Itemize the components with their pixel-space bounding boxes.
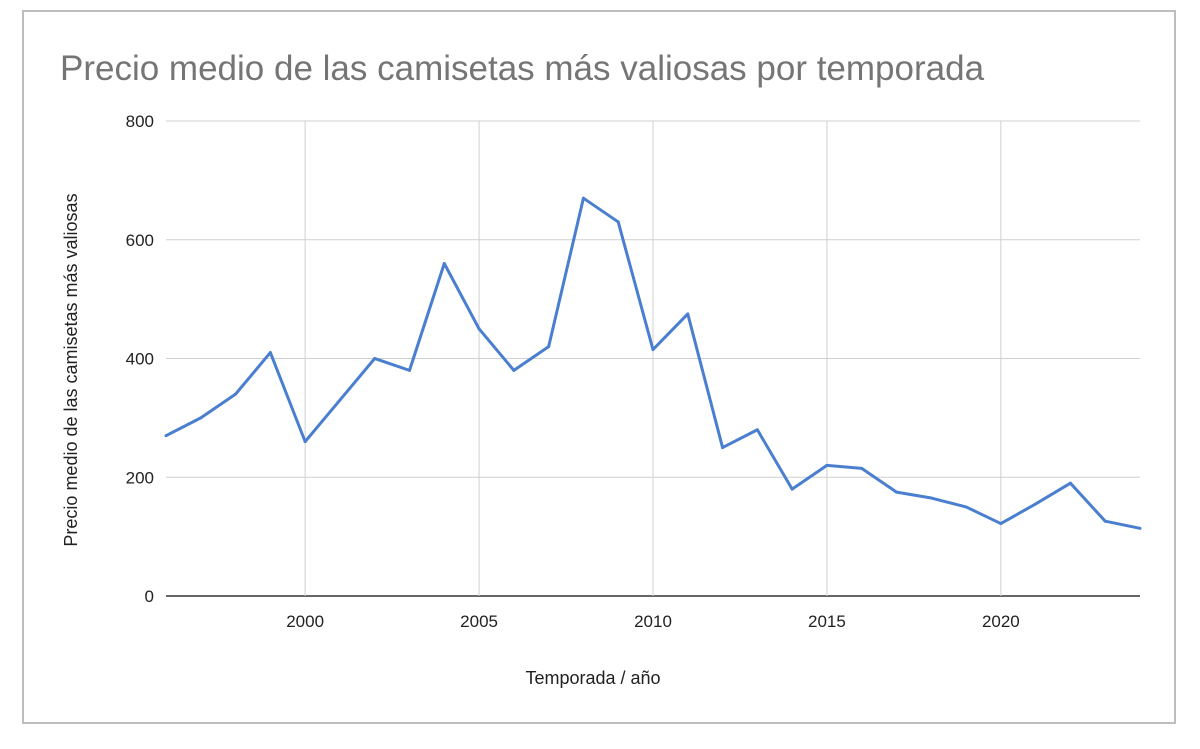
x-tick-label: 2005 [460,612,498,631]
data-point [547,345,551,349]
data-point [686,312,690,316]
data-point [408,368,411,372]
data-point [651,348,655,352]
x-axis-label: Temporada / año [525,668,660,688]
x-tick-label: 2020 [982,612,1020,631]
y-tick-label: 600 [126,231,154,250]
data-point [860,466,864,470]
chart-frame [22,10,1176,724]
data-point [1034,502,1038,506]
data-point [373,357,377,360]
data-point [790,487,794,491]
data-point [268,351,272,355]
x-tick-label: 2015 [808,612,846,631]
data-point [1103,519,1107,523]
tick-labels: 0 200 400 600 800 2000 2005 2010 2015 2020 [126,112,1020,631]
data-point [442,262,446,265]
data-point [512,368,516,372]
data-point [755,428,759,432]
data-point [721,446,725,450]
series [164,196,1142,530]
y-tick-label: 0 [145,587,154,606]
x-tick-label: 2000 [286,612,324,631]
data-point [929,496,933,500]
data-point [164,434,168,438]
data-point [303,440,307,444]
data-point [477,327,481,331]
data-point [999,522,1003,526]
data-point [1068,481,1072,485]
y-axis-label: Precio medio de las camisetas más valios… [61,193,81,546]
data-point [234,392,238,396]
y-tick-label: 800 [126,112,154,131]
y-tick-label: 400 [126,350,154,369]
y-tick-label: 200 [126,468,154,487]
data-point [199,416,203,420]
chart-title: Precio medio de las camisetas más valios… [60,49,985,88]
gridlines [166,120,1140,597]
data-point [581,196,585,200]
data-point [1138,526,1142,530]
x-tick-label: 2010 [634,612,672,631]
data-point [616,220,620,224]
data-point [338,398,342,402]
data-point [895,490,898,494]
data-point [825,463,829,467]
data-point [964,505,968,509]
